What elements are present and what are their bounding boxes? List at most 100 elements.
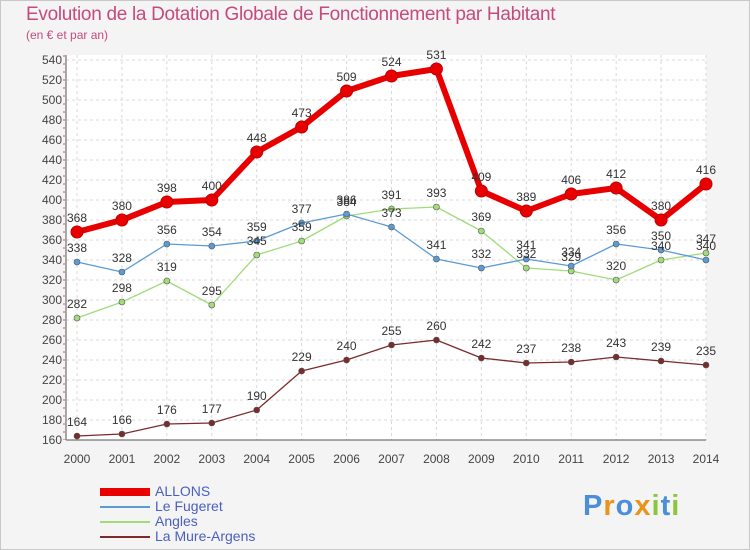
data-label-angles: 320: [606, 259, 626, 273]
data-label-le-fugeret: 377: [292, 202, 312, 216]
data-label-allons: 398: [157, 181, 177, 195]
data-label-angles: 332: [516, 247, 536, 261]
data-label-angles: 340: [651, 239, 671, 253]
data-label-angles: 295: [202, 284, 222, 298]
data-point-la-mure-argens: [612, 353, 620, 361]
data-label-allons: 416: [696, 163, 716, 177]
x-tick-label: 2005: [288, 452, 315, 466]
data-label-angles: 319: [157, 260, 177, 274]
data-point-la-mure-argens: [73, 432, 81, 440]
data-point-angles: [73, 314, 81, 322]
data-label-le-fugeret: 373: [381, 206, 401, 220]
data-label-la-mure-argens: 164: [67, 415, 87, 429]
chart-subtitle: (en € et par an): [26, 28, 109, 42]
data-point-angles: [702, 249, 710, 257]
data-point-le-fugeret: [253, 237, 261, 245]
data-point-la-mure-argens: [253, 406, 261, 414]
data-point-le-fugeret: [388, 223, 395, 231]
data-point-angles: [433, 203, 440, 211]
y-tick-label: 260: [42, 333, 62, 347]
data-point-le-fugeret: [702, 256, 710, 264]
data-label-angles: 384: [337, 195, 357, 209]
data-point-allons: [160, 195, 174, 209]
data-label-la-mure-argens: 229: [292, 350, 312, 364]
data-label-allons: 412: [606, 167, 626, 181]
logo-letter: i: [671, 490, 681, 522]
data-label-la-mure-argens: 238: [561, 341, 581, 355]
data-label-le-fugeret: 341: [516, 238, 536, 252]
data-label-la-mure-argens: 243: [606, 336, 626, 350]
data-point-la-mure-argens: [208, 419, 216, 427]
y-tick-label: 420: [42, 173, 62, 187]
data-label-le-fugeret: 354: [202, 225, 222, 239]
data-label-allons: 448: [247, 131, 267, 145]
y-tick-label: 240: [42, 353, 62, 367]
x-tick-label: 2009: [468, 452, 495, 466]
legend-item: ALLONS: [100, 484, 300, 499]
data-label-la-mure-argens: 177: [202, 402, 222, 416]
data-label-allons: 389: [516, 190, 536, 204]
data-label-la-mure-argens: 242: [471, 337, 491, 351]
data-point-allons: [564, 187, 578, 201]
x-tick-label: 2012: [603, 452, 630, 466]
legend-swatch: [100, 488, 150, 496]
legend-label: ALLONS: [155, 483, 211, 499]
y-tick-label: 480: [42, 113, 62, 127]
data-label-angles: 393: [426, 186, 446, 200]
data-point-la-mure-argens: [118, 430, 126, 438]
data-point-le-fugeret: [612, 240, 620, 248]
data-point-la-mure-argens: [522, 359, 530, 367]
y-tick-label: 400: [42, 193, 62, 207]
data-point-la-mure-argens: [343, 356, 350, 364]
data-point-allons: [295, 120, 309, 134]
chart-title: Evolution de la Dotation Globale de Fonc…: [26, 4, 556, 25]
logo-letter: x: [634, 490, 652, 522]
y-tick-label: 380: [42, 213, 62, 227]
data-point-le-fugeret: [343, 210, 350, 218]
data-point-le-fugeret: [478, 264, 485, 272]
legend-item: La Mure-Argens: [100, 529, 300, 544]
data-point-la-mure-argens: [433, 336, 440, 344]
y-tick-label: 360: [42, 233, 62, 247]
data-label-angles: 345: [247, 234, 267, 248]
data-point-angles: [522, 264, 530, 272]
data-point-le-fugeret: [522, 255, 530, 263]
data-label-allons: 509: [337, 70, 357, 84]
legend-swatch: [100, 521, 150, 523]
data-label-allons: 524: [381, 55, 401, 69]
data-point-angles: [298, 237, 305, 245]
data-point-angles: [163, 277, 171, 285]
x-tick-label: 2006: [333, 452, 360, 466]
data-point-le-fugeret: [208, 242, 216, 250]
x-tick-label: 2010: [513, 452, 540, 466]
data-label-le-fugeret: 341: [426, 238, 446, 252]
data-label-le-fugeret: 356: [606, 223, 626, 237]
data-point-la-mure-argens: [298, 367, 305, 375]
y-tick-label: 160: [42, 433, 62, 447]
y-tick-label: 520: [42, 73, 62, 87]
data-label-angles: 369: [471, 210, 491, 224]
data-label-le-fugeret: 334: [561, 245, 581, 259]
data-point-le-fugeret: [163, 240, 171, 248]
x-tick-label: 2007: [378, 452, 405, 466]
data-point-allons: [385, 69, 398, 83]
legend-label: Angles: [155, 513, 198, 529]
x-tick-label: 2004: [243, 452, 270, 466]
data-point-allons: [519, 204, 533, 218]
x-tick-label: 2000: [64, 452, 91, 466]
logo-letter: P: [583, 490, 604, 522]
data-label-allons: 368: [67, 211, 87, 225]
x-tick-label: 2013: [648, 452, 675, 466]
data-label-angles: 298: [112, 281, 132, 295]
logo-letter: i: [651, 490, 661, 522]
data-label-le-fugeret: 350: [651, 229, 671, 243]
data-point-le-fugeret: [298, 219, 305, 227]
y-tick-label: 280: [42, 313, 62, 327]
data-label-angles: 391: [381, 188, 401, 202]
data-label-angles: 359: [292, 220, 312, 234]
data-point-le-fugeret: [118, 268, 126, 276]
data-point-angles: [118, 298, 126, 306]
y-tick-label: 200: [42, 393, 62, 407]
data-label-allons: 380: [112, 199, 132, 213]
data-label-angles: 329: [561, 250, 581, 264]
